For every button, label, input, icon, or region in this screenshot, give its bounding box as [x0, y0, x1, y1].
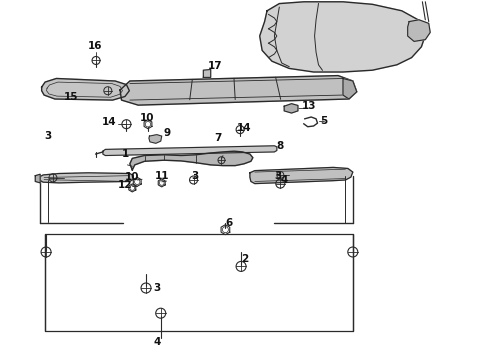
Polygon shape	[343, 78, 357, 99]
Text: 3: 3	[275, 171, 282, 181]
Polygon shape	[260, 2, 426, 72]
Text: 12: 12	[118, 180, 133, 190]
Polygon shape	[35, 174, 40, 183]
Polygon shape	[130, 151, 253, 170]
Text: 4: 4	[153, 337, 161, 347]
Polygon shape	[203, 69, 211, 77]
Text: 5: 5	[320, 116, 327, 126]
Text: 7: 7	[214, 132, 221, 143]
Text: 15: 15	[64, 92, 78, 102]
Polygon shape	[120, 76, 357, 105]
Polygon shape	[149, 135, 162, 143]
Text: 3: 3	[45, 131, 51, 141]
Text: 10: 10	[140, 113, 154, 123]
Text: 3: 3	[153, 283, 160, 293]
Polygon shape	[284, 104, 298, 113]
Polygon shape	[103, 146, 277, 156]
Text: 8: 8	[277, 141, 284, 151]
Polygon shape	[42, 78, 129, 100]
Text: 14: 14	[101, 117, 116, 127]
Text: 17: 17	[208, 60, 223, 71]
Polygon shape	[250, 167, 353, 184]
Polygon shape	[39, 173, 133, 183]
Text: 2: 2	[242, 254, 248, 264]
Text: 3: 3	[192, 171, 198, 181]
Text: 16: 16	[88, 41, 102, 51]
Polygon shape	[408, 20, 430, 41]
Bar	[45, 234, 353, 331]
Text: 14: 14	[237, 123, 251, 133]
Text: 1: 1	[122, 149, 129, 159]
Text: 13: 13	[301, 101, 316, 111]
Text: 4: 4	[280, 175, 288, 185]
Text: 11: 11	[154, 171, 169, 181]
Text: 6: 6	[226, 218, 233, 228]
Text: 10: 10	[125, 172, 140, 182]
Text: 9: 9	[163, 128, 170, 138]
